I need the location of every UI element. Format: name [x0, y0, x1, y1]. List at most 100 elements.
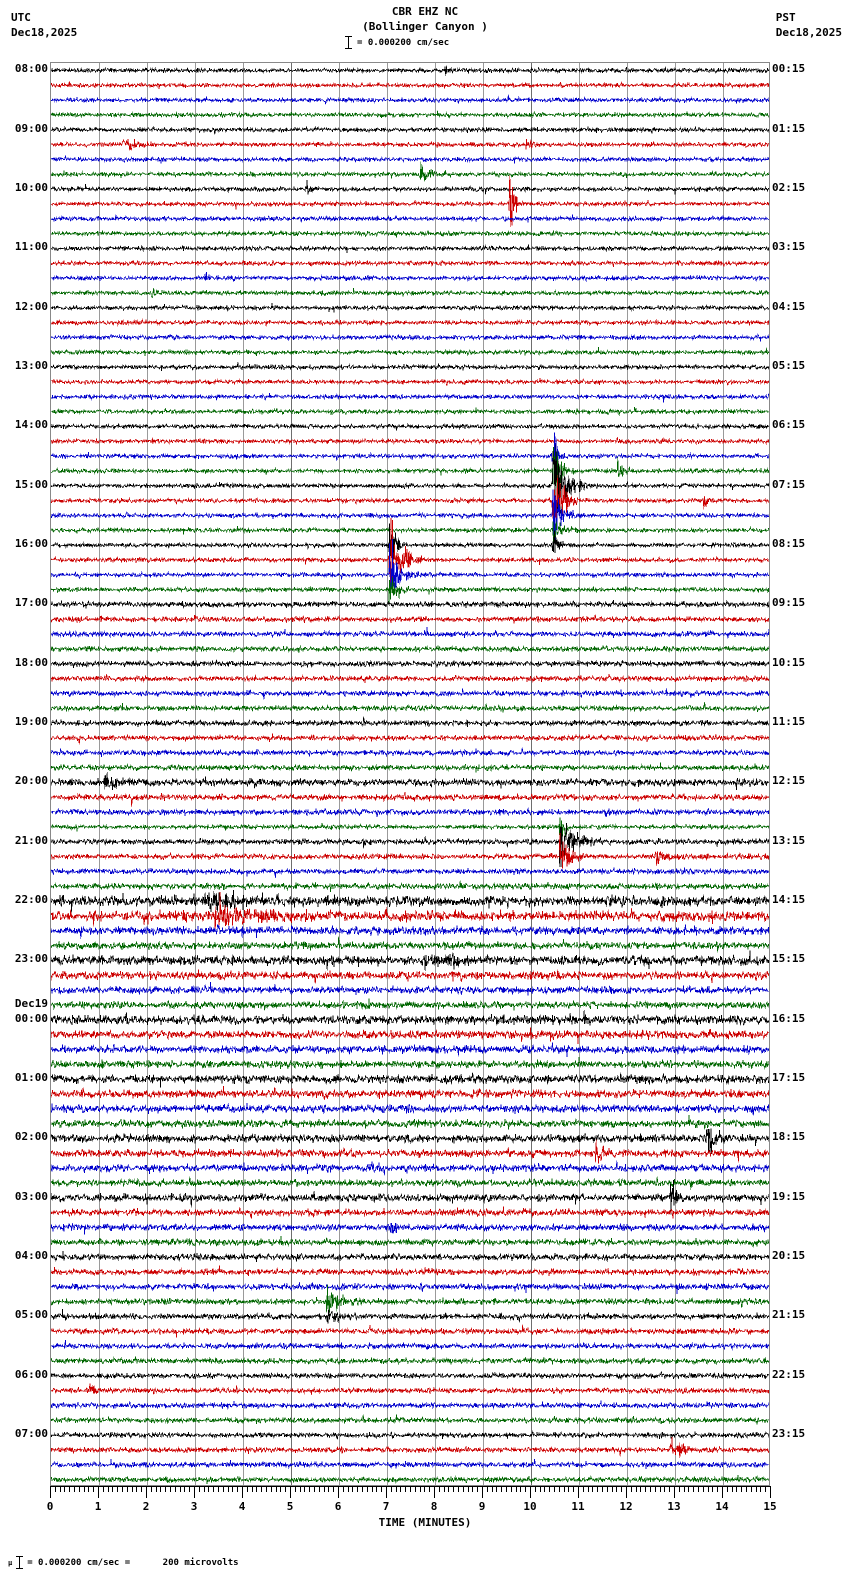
left-hour-label-03-00: 03:00 — [14, 1189, 48, 1203]
trace-row-24 — [51, 422, 769, 431]
x-tick-7.8 — [424, 1486, 425, 1492]
x-tick-8.7 — [468, 1486, 469, 1492]
trace-row-74 — [51, 1160, 769, 1176]
x-tick-6.3 — [352, 1486, 353, 1492]
trace-row-19 — [51, 347, 769, 357]
footer-scale-bar-icon — [16, 1556, 24, 1569]
x-tick-5.7 — [324, 1486, 325, 1492]
right-hour-label-13-15: 13:15 — [772, 833, 806, 847]
trace-row-53 — [51, 833, 769, 869]
trace-row-48 — [51, 772, 769, 791]
x-tick-label-14: 14 — [715, 1500, 729, 1513]
trace-row-64 — [51, 1009, 769, 1027]
trace-row-81 — [51, 1265, 769, 1277]
x-tick-12.7 — [660, 1486, 661, 1492]
x-tick-8.6 — [463, 1486, 464, 1492]
x-tick-12.9 — [669, 1486, 670, 1492]
seismogram-plot[interactable] — [50, 62, 770, 1486]
x-tick-9.4 — [501, 1486, 502, 1492]
left-hour-label-02-00: 02:00 — [14, 1130, 48, 1144]
trace-row-88 — [51, 1371, 769, 1380]
right-hour-label-03-15: 03:15 — [772, 240, 806, 254]
trace-row-56 — [51, 890, 769, 913]
left-hour-label-23-00: 23:00 — [14, 952, 48, 966]
right-hour-label-23-15: 23:15 — [772, 1427, 806, 1441]
x-tick-4.4 — [261, 1486, 262, 1492]
trace-row-60 — [51, 950, 769, 972]
x-tick-3.4 — [213, 1486, 214, 1492]
x-tick-0.8 — [88, 1486, 89, 1492]
x-tick-10.6 — [559, 1486, 560, 1492]
x-tick-8 — [434, 1486, 435, 1498]
x-tick-14.7 — [756, 1486, 757, 1492]
x-tick-13.9 — [717, 1486, 718, 1492]
trace-row-16 — [51, 303, 769, 313]
x-tick-9.7 — [516, 1486, 517, 1492]
x-tick-13.8 — [712, 1486, 713, 1492]
micro-symbol: µ — [8, 1558, 13, 1567]
station-name: (Bollinger Canyon ) — [362, 20, 488, 33]
x-tick-10 — [530, 1486, 531, 1498]
x-tick-0.6 — [79, 1486, 80, 1492]
x-tick-2.9 — [189, 1486, 190, 1492]
trace-row-28 — [51, 444, 769, 514]
x-tick-8.9 — [477, 1486, 478, 1492]
x-tick-6.8 — [376, 1486, 377, 1492]
x-tick-4.1 — [247, 1486, 248, 1492]
left-hour-label-14-00: 14:00 — [14, 418, 48, 432]
x-tick-label-7: 7 — [382, 1500, 390, 1513]
trace-row-7 — [51, 161, 769, 182]
x-tick-11.3 — [592, 1486, 593, 1492]
x-tick-6.2 — [348, 1486, 349, 1492]
trace-row-20 — [51, 362, 769, 371]
x-tick-14.9 — [765, 1486, 766, 1492]
x-tick-2.1 — [151, 1486, 152, 1492]
right-hour-label-00-15: 00:15 — [772, 62, 806, 76]
trace-row-66 — [51, 1042, 769, 1057]
x-tick-14.8 — [760, 1486, 761, 1492]
x-tick-15 — [770, 1486, 771, 1498]
x-tick-9.5 — [506, 1486, 507, 1492]
trace-row-25 — [51, 436, 769, 446]
x-tick-3 — [194, 1486, 195, 1498]
x-tick-label-5: 5 — [286, 1500, 294, 1513]
left-hour-label-04-00: 04:00 — [14, 1249, 48, 1263]
left-hour-label-18-00: 18:00 — [14, 655, 48, 669]
left-hour-label-09-00: 09:00 — [14, 121, 48, 135]
x-tick-12.1 — [631, 1486, 632, 1492]
x-tick-8.4 — [453, 1486, 454, 1492]
x-tick-0.2 — [60, 1486, 61, 1492]
x-tick-12.6 — [655, 1486, 656, 1492]
x-tick-label-1: 1 — [94, 1500, 102, 1513]
x-tick-6.7 — [372, 1486, 373, 1492]
x-tick-2 — [146, 1486, 147, 1498]
right-axis-labels: 00:15 01:15 02:15 03:15 04:15 05:15 06:15 07:15… — [772, 62, 850, 1486]
trace-row-91 — [51, 1414, 769, 1425]
trace-row-30 — [51, 489, 769, 544]
x-tick-11.4 — [597, 1486, 598, 1492]
right-hour-label-09-15: 09:15 — [772, 596, 806, 610]
trace-row-45 — [51, 733, 769, 745]
footer-scale-text: = 0.000200 cm/sec = 200 microvolts — [27, 1557, 239, 1568]
left-hour-label-08-00: 08:00 — [14, 62, 48, 76]
trace-row-34 — [51, 538, 769, 595]
trace-row-73 — [51, 1139, 769, 1164]
x-tick-5.9 — [333, 1486, 334, 1492]
x-tick-0.3 — [64, 1486, 65, 1492]
x-tick-6 — [338, 1486, 339, 1498]
right-hour-label-14-15: 14:15 — [772, 893, 806, 907]
scale-bar-icon — [345, 36, 352, 49]
trace-row-23 — [51, 407, 769, 416]
gridline-minute-14 — [723, 63, 724, 1485]
trace-row-82 — [51, 1281, 769, 1295]
x-tick-2.7 — [180, 1486, 181, 1492]
trace-row-6 — [51, 154, 769, 164]
right-hour-label-15-15: 15:15 — [772, 952, 806, 966]
x-tick-13.5 — [698, 1486, 699, 1492]
header-timezone-pst: PST — [775, 11, 796, 24]
x-tick-label-15: 15 — [763, 1500, 777, 1513]
trace-row-17 — [51, 318, 769, 327]
trace-row-47 — [51, 762, 769, 773]
x-tick-11.5 — [602, 1486, 603, 1492]
